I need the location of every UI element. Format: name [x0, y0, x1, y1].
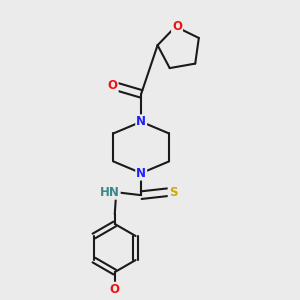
- Text: S: S: [169, 186, 177, 199]
- Text: N: N: [136, 115, 146, 128]
- Text: O: O: [108, 80, 118, 92]
- Text: O: O: [110, 283, 120, 296]
- Text: HN: HN: [100, 186, 120, 199]
- Text: O: O: [172, 20, 182, 32]
- Text: N: N: [136, 167, 146, 180]
